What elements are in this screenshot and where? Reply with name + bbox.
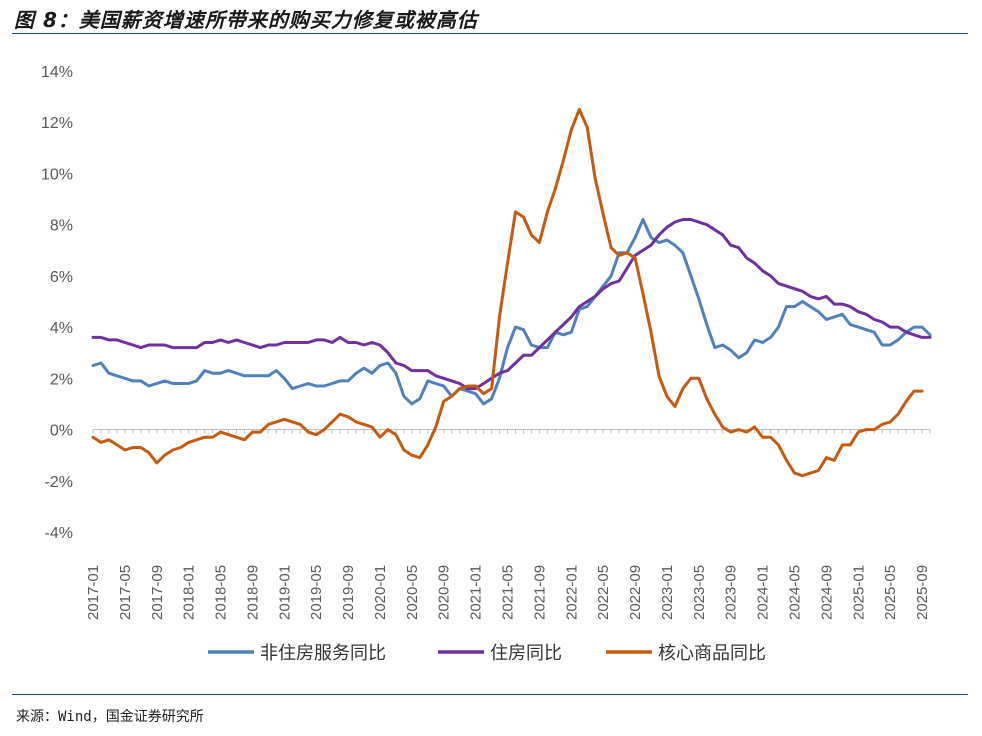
x-tick-label: 2021-05 bbox=[500, 565, 517, 620]
series-line-1 bbox=[91, 218, 932, 406]
y-tick-label: 10% bbox=[41, 166, 73, 183]
x-tick-label: 2022-05 bbox=[595, 565, 612, 620]
x-tick-label: 2025-05 bbox=[882, 565, 899, 620]
x-tick-label: 2021-01 bbox=[468, 565, 485, 620]
x-tick-label: 2022-01 bbox=[563, 565, 580, 620]
x-tick-label: 2019-05 bbox=[308, 565, 325, 620]
x-tick-label: 2019-09 bbox=[340, 565, 357, 620]
x-tick-label: 2023-01 bbox=[659, 565, 676, 620]
x-tick-label: 2023-05 bbox=[691, 565, 708, 620]
x-tick-label: 2023-09 bbox=[723, 565, 740, 620]
y-tick-label: 6% bbox=[50, 269, 73, 286]
x-tick-label: 2018-01 bbox=[181, 565, 198, 620]
x-tick-label: 2021-09 bbox=[531, 565, 548, 620]
y-tick-label: 2% bbox=[50, 371, 73, 388]
series-line-2 bbox=[91, 218, 932, 391]
y-tick-label: 8% bbox=[50, 218, 73, 235]
x-tick-label: 2018-05 bbox=[213, 565, 230, 620]
x-tick-label: 2017-05 bbox=[117, 565, 134, 620]
y-tick-label: 4% bbox=[50, 320, 73, 337]
legend-label: 非住房服务同比 bbox=[260, 643, 386, 664]
x-axis: 2017-01 2017-05 2017-09 2018-01 2018-05 2018-… bbox=[85, 429, 931, 620]
y-tick-label: 12% bbox=[41, 115, 73, 132]
x-tick-label: 2017-01 bbox=[85, 565, 102, 620]
x-tick-label: 2022-09 bbox=[627, 565, 644, 620]
title-divider bbox=[12, 33, 968, 34]
x-tick-label: 2017-09 bbox=[149, 565, 166, 620]
x-tick-label: 2019-01 bbox=[276, 565, 293, 620]
page-title: 图 8：美国薪资增速所带来的购买力修复或被高估 bbox=[14, 8, 478, 32]
series-line-3 bbox=[91, 107, 924, 478]
legend-label: 住房同比 bbox=[490, 643, 562, 664]
x-tick-label: 2024-01 bbox=[755, 565, 772, 620]
x-tick-label: 2020-05 bbox=[404, 565, 421, 620]
footer-divider bbox=[12, 694, 968, 695]
y-tick-label: -2% bbox=[45, 474, 73, 491]
source-note: 来源：Wind，国金证券研究所 bbox=[16, 709, 204, 725]
x-tick-label: 2025-09 bbox=[914, 565, 931, 620]
series-lines bbox=[91, 107, 932, 478]
y-tick-label: -4% bbox=[45, 525, 73, 542]
x-tick-label: 2018-09 bbox=[244, 565, 261, 620]
y-tick-label: 0% bbox=[50, 423, 73, 440]
x-tick-label: 2024-05 bbox=[786, 565, 803, 620]
y-axis: -4% -2% 0% 2% 4% 6% 8% 10% 12% 14% bbox=[41, 64, 73, 542]
y-tick-label: 14% bbox=[41, 64, 73, 81]
x-tick-label: 2025-01 bbox=[850, 565, 867, 620]
legend-label: 核心商品同比 bbox=[658, 643, 766, 664]
x-tick-label: 2024-09 bbox=[818, 565, 835, 620]
x-tick-label: 2020-01 bbox=[372, 565, 389, 620]
line-chart: -4% -2% 0% 2% 4% 6% 8% 10% 12% 14% 2017-01 2017-05… bbox=[41, 64, 932, 664]
x-tick-label: 2020-09 bbox=[436, 565, 453, 620]
legend: 非住房服务同比 住房同比 核心商品同比 bbox=[208, 643, 766, 664]
